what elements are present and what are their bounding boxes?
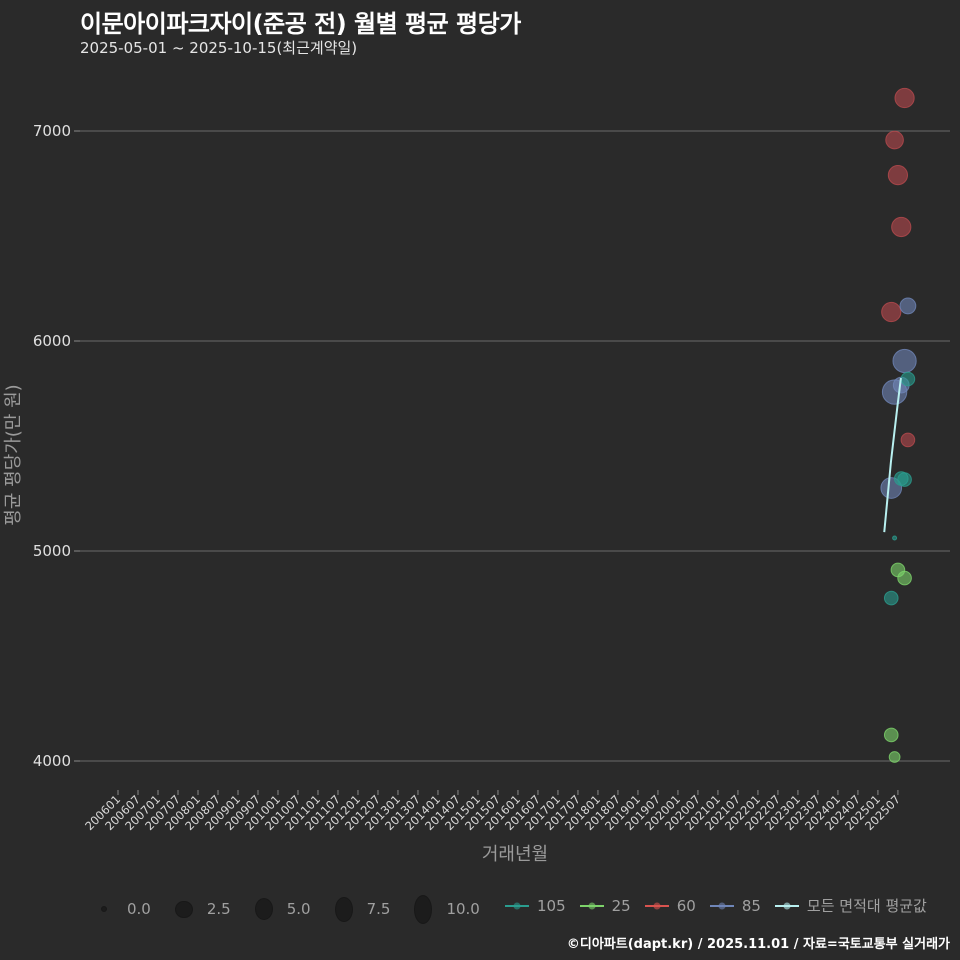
legend-line-dot-icon (579, 902, 604, 909)
legend-line-dot-icon (774, 902, 799, 909)
color-legend-item: 25 (579, 896, 631, 915)
color-legend-label: 105 (537, 896, 566, 915)
size-legend-label: 10.0 (446, 900, 480, 919)
color-legend-label: 모든 면적대 평균값 (806, 897, 927, 915)
size-legend-circle-icon (100, 906, 108, 913)
y-tick-label: 5000 (33, 542, 71, 560)
legend-line-dot-icon (505, 902, 529, 909)
color-legend-item: 85 (709, 896, 761, 915)
data-point-85[interactable] (892, 348, 917, 374)
color-legend-item: 모든 면적대 평균값 (774, 895, 927, 916)
color-legend-item: 105 (505, 897, 566, 915)
size-legend-circle-icon (414, 895, 433, 924)
data-point-25[interactable] (888, 751, 901, 763)
color-legend-label: 25 (611, 896, 631, 915)
size-legend-item: 10.0 (414, 895, 489, 924)
x-axis-label: 거래년월 (481, 844, 549, 865)
size-legend-item: 2.5 (175, 900, 241, 918)
color-legend: 105 25 60 85 모든 면적대 평균값 (505, 895, 941, 916)
size-legend-item: 5.0 (254, 898, 321, 921)
size-legend-label: 2.5 (206, 900, 231, 919)
data-point-105[interactable] (897, 472, 912, 487)
size-legend-item: 0.0 (95, 900, 161, 918)
data-point-60[interactable] (891, 216, 912, 238)
size-legend-label: 0.0 (127, 900, 151, 919)
legend-line-dot-icon (644, 902, 669, 909)
y-tick-label: 7000 (33, 122, 71, 140)
data-point-60[interactable] (885, 130, 904, 150)
size-legend-label: 7.5 (366, 900, 391, 919)
size-legend-circle-icon (254, 898, 273, 921)
size-legend-circle-icon (334, 896, 353, 923)
size-legend-item: 7.5 (334, 896, 401, 923)
data-point-25[interactable] (883, 727, 899, 743)
color-legend-label: 60 (676, 896, 696, 915)
data-point-85[interactable] (899, 297, 917, 315)
data-point-60[interactable] (887, 164, 909, 186)
color-legend-label: 85 (741, 896, 761, 915)
data-point-105[interactable] (900, 371, 916, 387)
data-point-105[interactable] (892, 535, 898, 541)
data-point-25[interactable] (897, 570, 912, 586)
y-tick-label: 6000 (33, 332, 71, 350)
average-line (883, 377, 902, 533)
data-point-60[interactable] (881, 301, 902, 323)
data-point-105[interactable] (883, 590, 899, 606)
size-legend: 0.0 2.5 5.0 7.5 10.0 (95, 895, 504, 924)
size-legend-circle-icon (175, 900, 193, 919)
legend-line-dot-icon (709, 902, 734, 909)
y-tick-label: 4000 (33, 752, 71, 770)
y-axis-label: 평균 평당가(만 원) (3, 384, 24, 526)
color-legend-item: 60 (644, 896, 696, 915)
data-point-60[interactable] (900, 432, 916, 448)
chart-title: 이문아이파크자이(준공 전) 월별 평균 평당가 (80, 10, 521, 38)
size-legend-label: 5.0 (286, 900, 311, 919)
chart-subtitle: 2025-05-01 ~ 2025-10-15(최근계약일) (80, 39, 358, 57)
data-point-60[interactable] (894, 87, 915, 109)
source-caption: ©디아파트(dapt.kr) / 2025.11.01 / 자료=국토교통부 실… (566, 937, 950, 952)
